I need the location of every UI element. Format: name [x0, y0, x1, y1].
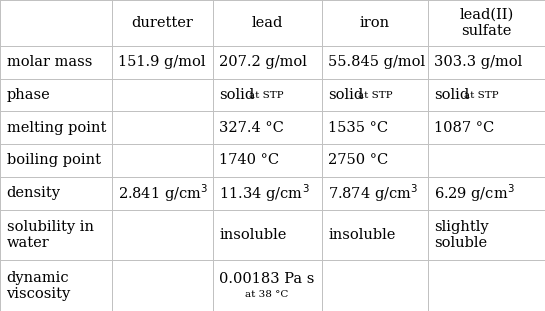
Text: solid: solid [219, 88, 255, 102]
Text: 151.9 g/mol: 151.9 g/mol [118, 55, 206, 69]
Text: duretter: duretter [131, 16, 193, 30]
Text: 2750 °C: 2750 °C [328, 154, 389, 168]
Text: phase: phase [7, 88, 50, 102]
Text: 1535 °C: 1535 °C [328, 121, 388, 135]
Text: insoluble: insoluble [328, 228, 396, 242]
Text: at STP: at STP [249, 91, 284, 100]
Text: dynamic
viscosity: dynamic viscosity [7, 271, 71, 301]
Text: molar mass: molar mass [7, 55, 92, 69]
Text: at 38 °C: at 38 °C [245, 290, 289, 299]
Text: iron: iron [360, 16, 390, 30]
Text: solid: solid [328, 88, 364, 102]
Text: at STP: at STP [464, 91, 499, 100]
Text: boiling point: boiling point [7, 154, 100, 168]
Text: 327.4 °C: 327.4 °C [219, 121, 284, 135]
Text: insoluble: insoluble [219, 228, 287, 242]
Text: density: density [7, 186, 60, 200]
Text: 2.841 g/cm$^{3}$: 2.841 g/cm$^{3}$ [118, 182, 208, 204]
Text: 7.874 g/cm$^{3}$: 7.874 g/cm$^{3}$ [328, 182, 418, 204]
Text: lead(II)
sulfate: lead(II) sulfate [459, 8, 513, 38]
Text: solubility in
water: solubility in water [7, 220, 94, 250]
Text: 1740 °C: 1740 °C [219, 154, 279, 168]
Text: melting point: melting point [7, 121, 106, 135]
Text: 1087 °C: 1087 °C [434, 121, 495, 135]
Text: slightly
soluble: slightly soluble [434, 220, 489, 250]
Text: 207.2 g/mol: 207.2 g/mol [219, 55, 307, 69]
Text: at STP: at STP [358, 91, 393, 100]
Text: 0.00183 Pa s: 0.00183 Pa s [219, 272, 314, 286]
Text: 6.29 g/cm$^{3}$: 6.29 g/cm$^{3}$ [434, 182, 515, 204]
Text: 303.3 g/mol: 303.3 g/mol [434, 55, 523, 69]
Text: solid: solid [434, 88, 470, 102]
Text: 55.845 g/mol: 55.845 g/mol [328, 55, 425, 69]
Text: 11.34 g/cm$^{3}$: 11.34 g/cm$^{3}$ [219, 182, 310, 204]
Text: lead: lead [251, 16, 283, 30]
